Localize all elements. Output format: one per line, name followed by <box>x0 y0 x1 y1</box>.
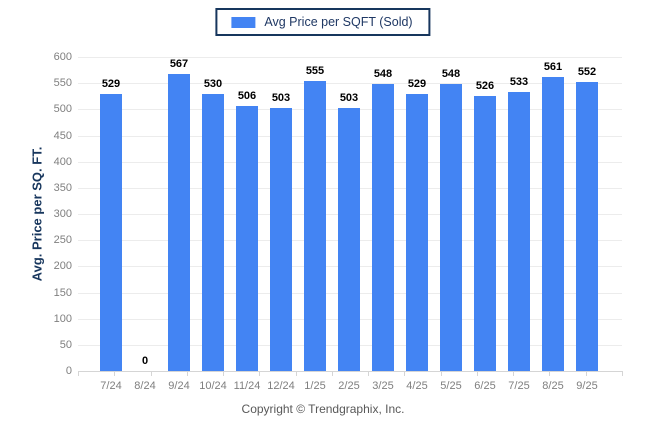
bar-value-label: 503 <box>339 91 359 104</box>
bar-value-label: 548 <box>441 68 461 81</box>
x-axis-tick-mark <box>223 371 225 376</box>
y-tick-label-250: 250 <box>53 234 72 247</box>
y-tick-label-600: 600 <box>53 51 72 63</box>
legend-label: Avg Price per SQFT (Sold) <box>264 15 413 29</box>
bar <box>440 84 462 371</box>
x-tick-label: 11/24 <box>233 380 261 392</box>
y-tick-label-500: 500 <box>53 103 72 116</box>
gridline-0 <box>78 371 622 372</box>
bar-slot-11/24: 506 11/24 <box>230 57 264 392</box>
bar <box>168 74 190 371</box>
bar-value-label: 529 <box>101 78 121 91</box>
x-tick-label: 7/25 <box>508 380 530 392</box>
bar-slot-1/25: 555 1/25 <box>298 57 332 392</box>
bar <box>202 93 224 371</box>
x-axis-tick-mark <box>186 371 188 376</box>
x-tick-label: 9/25 <box>576 380 598 392</box>
y-tick-label-150: 150 <box>53 286 72 299</box>
bar-value-label: 530 <box>203 77 223 90</box>
gridline-600 <box>78 57 622 58</box>
bar-slot-8/25: 561 8/25 <box>536 57 570 392</box>
x-axis-tick-mark <box>440 371 442 376</box>
bar-slot-12/24: 503 12/24 <box>264 57 298 392</box>
bar-slot-6/25: 526 6/25 <box>468 57 502 392</box>
x-tick-label: 2/25 <box>338 380 360 392</box>
bar-value-label: 555 <box>305 64 325 77</box>
y-tick-label-300: 300 <box>53 208 72 220</box>
y-tick-label-50: 50 <box>59 338 72 351</box>
x-tick-label: 3/25 <box>372 380 394 392</box>
bar-value-label: 533 <box>509 76 529 89</box>
x-tick-label: 10/24 <box>199 380 227 392</box>
bar-slot-8/24: 0 8/24 <box>128 57 162 392</box>
bar-slot-3/25: 548 3/25 <box>366 57 400 392</box>
bar-value-label: 506 <box>237 90 257 103</box>
y-tick-label-100: 100 <box>53 312 72 325</box>
x-axis-tick-mark <box>368 371 370 376</box>
x-axis-tick-mark <box>150 371 152 376</box>
bar <box>270 107 292 371</box>
x-tick-label: 6/25 <box>474 380 496 392</box>
bar <box>372 84 394 371</box>
x-axis-tick-mark <box>622 371 623 376</box>
bar-slot-9/24: 567 9/24 <box>162 57 196 392</box>
bar <box>406 94 428 371</box>
x-tick-label: 12/24 <box>267 380 295 392</box>
y-tick-label-400: 400 <box>53 155 72 168</box>
legend-swatch-icon <box>231 16 256 28</box>
bar <box>338 107 360 371</box>
bar-slot-10/24: 530 10/24 <box>196 57 230 392</box>
x-tick-label: 8/24 <box>134 380 156 392</box>
bar-value-label: 552 <box>577 66 597 79</box>
x-axis-tick-mark <box>295 371 297 376</box>
x-axis-tick-mark <box>331 371 333 376</box>
y-tick-label-350: 350 <box>53 181 72 194</box>
x-axis-tick-mark <box>114 371 116 376</box>
bar <box>508 92 530 371</box>
x-axis-tick-mark <box>585 371 587 376</box>
legend: Avg Price per SQFT (Sold) <box>215 8 431 36</box>
bar <box>100 94 122 371</box>
x-tick-label: 8/25 <box>542 380 564 392</box>
x-tick-label: 4/25 <box>406 380 428 392</box>
x-axis-tick-mark <box>78 371 79 376</box>
bar <box>304 80 326 371</box>
plot-area: 0 50 100 150 200 250 300 350 400 450 500 550 600 529… <box>54 51 623 392</box>
bar-value-label: 567 <box>169 58 189 71</box>
bar-value-label: 548 <box>373 68 393 81</box>
bar-slot-4/25: 529 4/25 <box>400 57 434 392</box>
bar <box>576 82 598 371</box>
bar-value-label: 529 <box>407 78 427 91</box>
bar-value-label: 561 <box>543 61 563 74</box>
bar <box>474 95 496 371</box>
bar-slot-9/25: 552 9/25 <box>570 57 604 392</box>
y-tick-label-200: 200 <box>53 260 72 273</box>
x-axis-tick-mark <box>404 371 406 376</box>
x-tick-label: 1/25 <box>304 380 326 392</box>
x-tick-label: 9/24 <box>168 380 190 392</box>
y-tick-label-450: 450 <box>53 129 72 142</box>
x-axis-tick-mark <box>476 371 478 376</box>
bar-slot-7/25: 533 7/25 <box>502 57 536 392</box>
x-axis-tick-mark <box>259 371 261 376</box>
bar-value-label: 526 <box>475 79 495 92</box>
x-axis-tick-mark <box>549 371 551 376</box>
y-tick-label-550: 550 <box>53 77 72 90</box>
gridline-550 <box>78 83 622 85</box>
bar-value-label: 503 <box>271 91 291 104</box>
bar <box>542 77 564 371</box>
x-tick-label: 5/25 <box>440 380 462 392</box>
bars-container: 529 7/24 0 8/24 567 9/24 530 10/24 506 11/24 503 12… <box>78 57 622 392</box>
copyright-text: Copyright © Trendgraphix, Inc. <box>241 402 405 416</box>
y-tick-label-0: 0 <box>65 365 72 377</box>
x-tick-label: 7/24 <box>100 380 122 392</box>
bar-value-label: 0 <box>141 355 149 367</box>
bar <box>236 106 258 371</box>
bar-slot-5/25: 548 5/25 <box>434 57 468 392</box>
x-axis-tick-mark <box>513 371 515 376</box>
bar-slot-7/24: 529 7/24 <box>94 57 128 392</box>
bar-slot-2/25: 503 2/25 <box>332 57 366 392</box>
